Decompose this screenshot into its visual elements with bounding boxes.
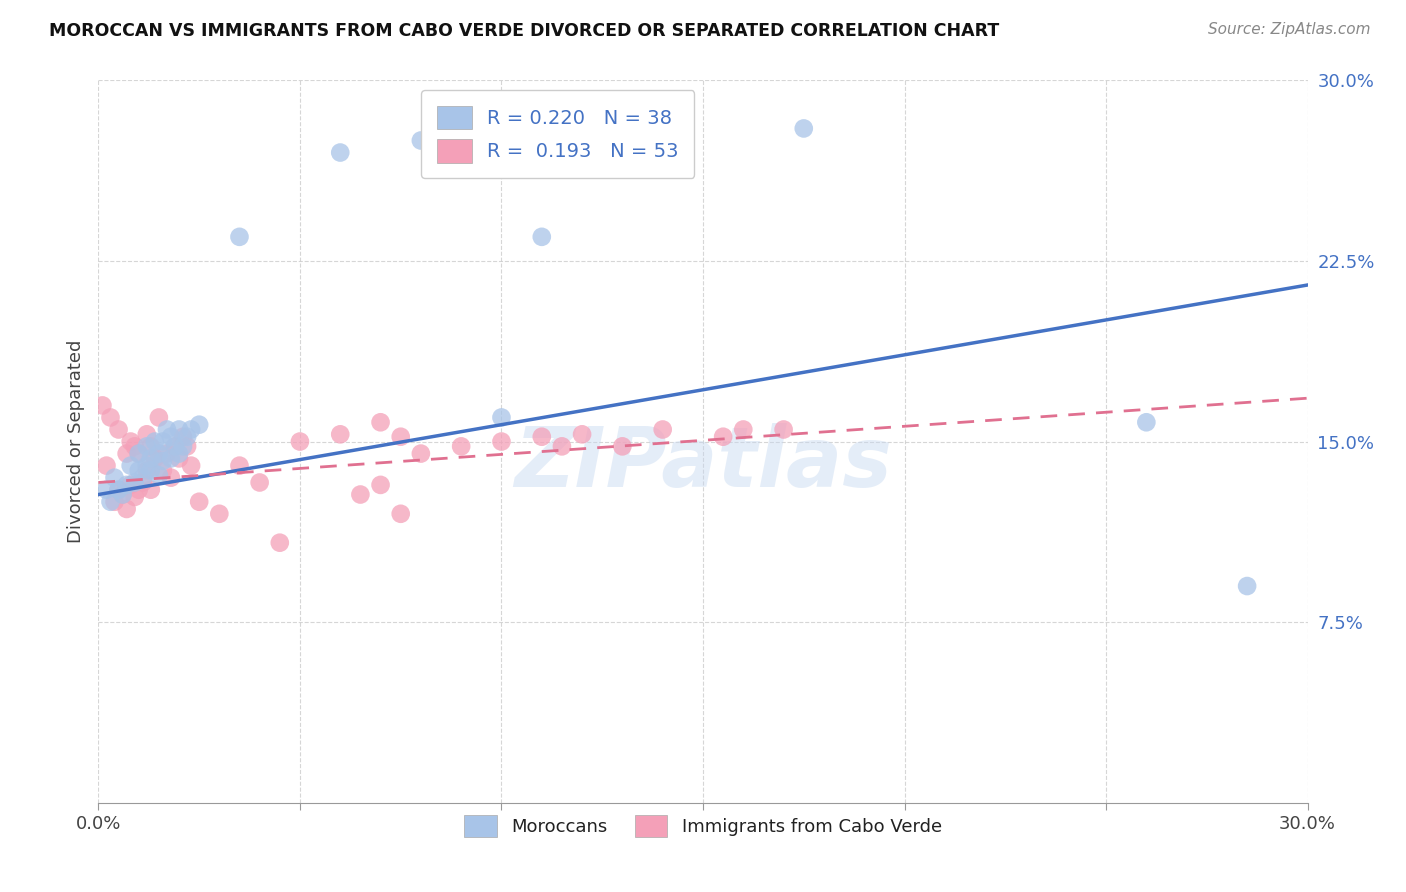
Point <box>163 439 186 453</box>
Point <box>156 446 179 460</box>
Point <box>1236 579 1258 593</box>
Y-axis label: Divorced or Separated: Divorced or Separated <box>66 340 84 543</box>
Point <box>120 434 142 449</box>
Point <box>733 422 755 436</box>
Point <box>160 470 183 484</box>
Point <box>269 535 291 549</box>
Point <box>156 422 179 436</box>
Point <box>180 458 202 473</box>
Point <box>139 463 162 477</box>
Point <box>249 475 271 490</box>
Point <box>491 410 513 425</box>
Point <box>128 446 150 460</box>
Point <box>530 230 553 244</box>
Point <box>132 475 155 490</box>
Point <box>172 439 194 453</box>
Point <box>103 470 125 484</box>
Point <box>163 439 186 453</box>
Point <box>176 439 198 453</box>
Point <box>329 145 352 160</box>
Point <box>551 439 574 453</box>
Point <box>107 483 129 497</box>
Point <box>124 490 146 504</box>
Point <box>288 434 311 449</box>
Point <box>152 463 174 477</box>
Legend: Moroccans, Immigrants from Cabo Verde: Moroccans, Immigrants from Cabo Verde <box>457 808 949 845</box>
Point <box>329 427 352 442</box>
Point <box>389 430 412 444</box>
Point <box>148 468 170 483</box>
Point <box>188 494 211 508</box>
Point <box>143 434 166 449</box>
Point <box>96 458 118 473</box>
Point <box>135 427 157 442</box>
Point <box>491 434 513 449</box>
Point <box>115 446 138 460</box>
Point <box>91 398 114 412</box>
Point <box>188 417 211 432</box>
Point <box>135 458 157 473</box>
Point <box>571 427 593 442</box>
Point <box>120 478 142 492</box>
Point <box>612 439 634 453</box>
Point <box>167 446 190 460</box>
Point <box>143 451 166 466</box>
Point <box>128 483 150 497</box>
Point <box>139 451 162 466</box>
Point <box>139 439 162 453</box>
Point <box>103 494 125 508</box>
Point <box>370 478 392 492</box>
Point <box>100 494 122 508</box>
Text: Source: ZipAtlas.com: Source: ZipAtlas.com <box>1208 22 1371 37</box>
Point <box>772 422 794 436</box>
Point <box>120 458 142 473</box>
Point <box>711 430 734 444</box>
Text: MOROCCAN VS IMMIGRANTS FROM CABO VERDE DIVORCED OR SEPARATED CORRELATION CHART: MOROCCAN VS IMMIGRANTS FROM CABO VERDE D… <box>49 22 1000 40</box>
Point <box>139 483 162 497</box>
Point <box>111 487 134 501</box>
Point <box>160 451 183 466</box>
Point <box>107 422 129 436</box>
Point <box>167 451 190 466</box>
Point <box>409 446 432 460</box>
Point <box>115 478 138 492</box>
Point <box>132 470 155 484</box>
Point <box>115 502 138 516</box>
Point <box>651 422 673 436</box>
Text: ZIPatlas: ZIPatlas <box>515 423 891 504</box>
Point <box>793 121 815 136</box>
Point <box>124 439 146 453</box>
Point <box>100 410 122 425</box>
Point <box>152 454 174 468</box>
Point <box>530 430 553 444</box>
Point <box>148 410 170 425</box>
Point <box>135 463 157 477</box>
Point <box>148 446 170 460</box>
Point <box>107 483 129 497</box>
Point <box>1135 415 1157 429</box>
Point <box>128 446 150 460</box>
Point <box>180 422 202 436</box>
Point <box>160 430 183 444</box>
Point <box>228 230 250 244</box>
Point <box>450 439 472 453</box>
Point <box>228 458 250 473</box>
Point <box>128 463 150 477</box>
Point <box>152 434 174 449</box>
Point <box>167 422 190 436</box>
Point <box>135 439 157 453</box>
Point <box>208 507 231 521</box>
Point <box>409 133 432 147</box>
Point <box>96 483 118 497</box>
Point <box>349 487 371 501</box>
Point <box>111 487 134 501</box>
Point <box>370 415 392 429</box>
Point <box>389 507 412 521</box>
Point <box>124 475 146 490</box>
Point <box>172 430 194 444</box>
Point <box>176 430 198 444</box>
